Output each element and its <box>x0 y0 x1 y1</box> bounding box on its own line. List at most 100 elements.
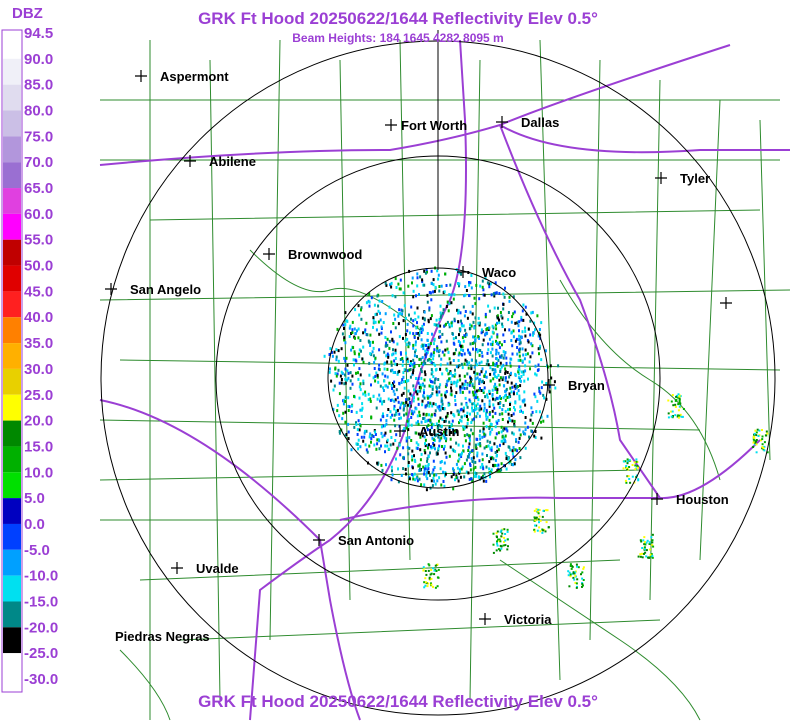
echo <box>626 462 629 465</box>
echo <box>433 473 436 477</box>
echo <box>538 389 541 393</box>
echo <box>388 305 391 309</box>
echo <box>389 415 392 419</box>
echo <box>439 335 442 339</box>
echo <box>431 385 434 389</box>
legend-swatch <box>3 110 21 137</box>
echo <box>463 362 466 366</box>
echo <box>424 464 427 468</box>
echo <box>391 387 394 390</box>
echo <box>372 325 374 329</box>
echo <box>471 384 474 388</box>
echo <box>392 382 394 385</box>
echo <box>452 468 455 472</box>
echo <box>643 536 646 539</box>
echo <box>494 291 497 295</box>
echo <box>512 335 515 339</box>
echo <box>429 451 431 455</box>
echo <box>523 390 526 394</box>
echo <box>521 359 524 363</box>
echo <box>445 415 448 419</box>
echo <box>410 393 413 397</box>
echo <box>350 448 353 452</box>
echo <box>424 429 426 432</box>
echo <box>488 460 491 464</box>
echo <box>373 320 376 324</box>
echo <box>468 477 471 481</box>
echo <box>517 372 520 376</box>
echo <box>581 582 584 584</box>
echo <box>516 352 519 356</box>
echo <box>443 444 446 448</box>
echo <box>425 268 428 271</box>
echo <box>506 548 509 551</box>
echo <box>453 429 456 433</box>
echo <box>408 368 411 372</box>
echo <box>360 308 362 312</box>
echo <box>461 345 464 349</box>
echo <box>508 461 511 465</box>
echo <box>360 349 362 353</box>
echo <box>648 548 651 551</box>
echo <box>680 415 683 418</box>
echo <box>511 385 514 389</box>
echo <box>478 414 481 418</box>
echo <box>507 412 510 416</box>
echo <box>438 285 441 288</box>
echo <box>667 399 670 402</box>
echo <box>387 355 390 359</box>
echo <box>481 452 484 456</box>
echo <box>374 313 377 317</box>
city-label: Brownwood <box>288 247 362 262</box>
echo <box>479 477 481 481</box>
echo <box>460 344 462 348</box>
echo <box>473 296 476 300</box>
echo <box>390 465 393 469</box>
echo <box>534 395 537 399</box>
echo <box>455 391 458 395</box>
echo <box>488 399 491 403</box>
echo <box>423 370 426 374</box>
echo <box>360 408 363 412</box>
echo <box>519 358 522 362</box>
echo <box>501 322 504 326</box>
echo <box>439 363 442 367</box>
echo <box>502 356 505 360</box>
echo <box>402 371 405 375</box>
echo <box>467 471 470 475</box>
echo <box>509 364 512 368</box>
echo <box>428 576 431 579</box>
legend-label: -25.0 <box>24 645 58 662</box>
echo <box>359 445 362 449</box>
echo <box>452 352 455 356</box>
echo <box>391 473 394 477</box>
echo <box>503 340 506 343</box>
echo <box>444 272 447 276</box>
echo <box>627 475 630 478</box>
echo <box>391 368 394 372</box>
echo <box>423 396 426 400</box>
echo <box>495 549 498 552</box>
echo <box>506 371 509 374</box>
echo <box>538 328 541 331</box>
echo <box>397 400 400 404</box>
echo <box>504 378 507 382</box>
echo <box>402 391 405 395</box>
echo <box>513 384 516 388</box>
echo <box>465 470 468 474</box>
echo <box>411 466 414 470</box>
echo <box>475 445 477 449</box>
echo <box>374 379 377 383</box>
echo <box>530 406 533 410</box>
echo <box>423 317 426 321</box>
echo <box>402 456 405 460</box>
echo <box>501 316 504 320</box>
echo <box>499 361 502 365</box>
echo <box>434 363 437 367</box>
echo <box>487 304 490 308</box>
echo <box>518 348 521 352</box>
echo <box>392 371 395 374</box>
echo <box>440 340 443 344</box>
echo <box>470 286 473 290</box>
echo <box>426 428 429 432</box>
